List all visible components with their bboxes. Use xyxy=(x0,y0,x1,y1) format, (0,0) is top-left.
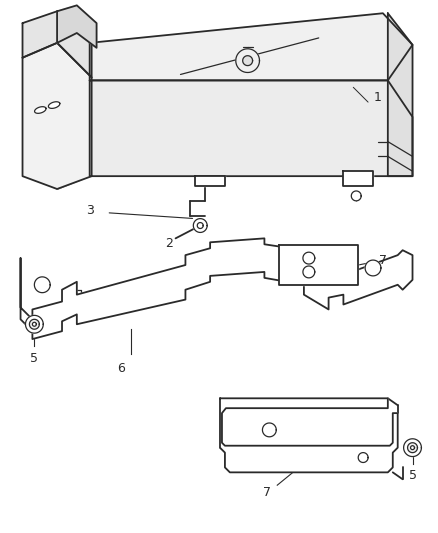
Polygon shape xyxy=(351,191,361,201)
Text: 7: 7 xyxy=(263,486,272,498)
Text: 5: 5 xyxy=(409,469,417,482)
Polygon shape xyxy=(35,107,46,114)
Polygon shape xyxy=(365,260,381,276)
Text: 3: 3 xyxy=(86,204,94,217)
Polygon shape xyxy=(21,238,413,339)
Polygon shape xyxy=(410,446,414,450)
Polygon shape xyxy=(404,439,421,457)
Polygon shape xyxy=(29,319,39,329)
Text: 7: 7 xyxy=(379,254,387,266)
Polygon shape xyxy=(90,13,413,80)
Polygon shape xyxy=(243,56,253,66)
Polygon shape xyxy=(22,43,92,189)
Polygon shape xyxy=(262,423,276,437)
Text: 2: 2 xyxy=(165,237,173,250)
Polygon shape xyxy=(388,13,413,176)
Polygon shape xyxy=(193,219,207,232)
Polygon shape xyxy=(303,266,315,278)
Polygon shape xyxy=(236,49,259,72)
Polygon shape xyxy=(303,252,315,264)
Polygon shape xyxy=(358,453,368,463)
Polygon shape xyxy=(197,223,203,229)
Text: 5: 5 xyxy=(30,352,39,365)
Polygon shape xyxy=(220,398,398,472)
Text: 6: 6 xyxy=(117,362,125,375)
Polygon shape xyxy=(195,176,225,186)
Polygon shape xyxy=(22,11,92,77)
Polygon shape xyxy=(32,322,36,326)
Text: 1: 1 xyxy=(374,91,382,104)
Polygon shape xyxy=(57,5,96,48)
Polygon shape xyxy=(49,102,60,108)
Polygon shape xyxy=(343,171,373,186)
Polygon shape xyxy=(34,277,50,293)
Polygon shape xyxy=(279,245,358,285)
Polygon shape xyxy=(90,80,413,176)
Polygon shape xyxy=(408,443,417,453)
Polygon shape xyxy=(25,316,43,333)
